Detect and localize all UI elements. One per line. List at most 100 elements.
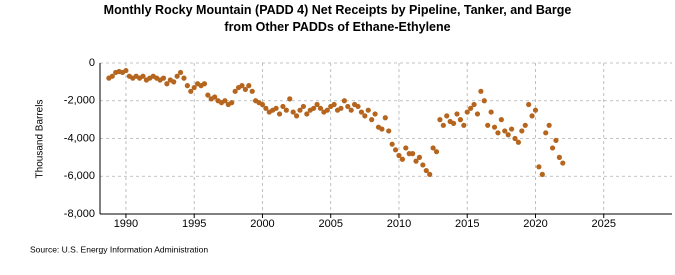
data-point xyxy=(164,81,170,87)
data-point xyxy=(437,117,443,123)
data-point xyxy=(311,105,317,111)
data-point xyxy=(396,152,402,159)
data-point xyxy=(471,101,477,108)
data-point xyxy=(181,75,187,81)
data-point xyxy=(372,111,378,117)
data-point xyxy=(478,88,484,94)
x-tick-label: 2005 xyxy=(318,218,342,230)
y-tick-label: -6,000 xyxy=(64,170,95,182)
data-point xyxy=(522,122,528,128)
data-point xyxy=(413,158,419,164)
data-point xyxy=(468,105,474,111)
data-point xyxy=(324,107,330,113)
y-tick-label: -4,000 xyxy=(64,132,95,144)
data-point xyxy=(546,122,552,128)
data-point xyxy=(177,69,184,76)
data-point xyxy=(191,84,197,91)
data-point xyxy=(444,113,450,119)
data-point xyxy=(495,130,501,136)
data-point xyxy=(205,92,211,98)
data-point xyxy=(365,107,371,113)
data-point xyxy=(553,137,559,143)
data-point xyxy=(420,162,426,168)
data-point xyxy=(515,139,522,145)
data-point xyxy=(549,145,556,151)
data-point xyxy=(160,75,167,81)
data-point xyxy=(287,96,293,102)
data-point xyxy=(532,107,539,113)
data-point xyxy=(461,122,467,128)
data-point xyxy=(423,167,429,174)
data-point xyxy=(242,86,248,93)
data-point xyxy=(290,109,296,115)
data-point xyxy=(386,128,392,134)
data-point xyxy=(543,130,549,136)
data-point xyxy=(239,83,245,89)
x-tick-label: 2020 xyxy=(523,218,547,230)
data-point xyxy=(526,101,532,108)
y-tick-label: -2,000 xyxy=(64,95,95,107)
data-point xyxy=(498,117,504,123)
data-point xyxy=(109,73,115,79)
title-box: Monthly Rocky Mountain (PADD 4) Net Rece… xyxy=(103,3,572,34)
x-tick-label: 1995 xyxy=(182,218,206,230)
data-point xyxy=(382,115,388,121)
data-point xyxy=(345,103,351,110)
data-point xyxy=(457,117,464,123)
data-point xyxy=(358,109,365,115)
data-point xyxy=(246,83,252,89)
data-point xyxy=(300,103,307,110)
data-point xyxy=(317,105,324,111)
data-point xyxy=(184,83,190,89)
y-tick-label: 0 xyxy=(89,57,95,69)
data-point xyxy=(348,107,354,113)
data-point xyxy=(379,126,385,132)
data-point xyxy=(410,151,416,157)
data-point xyxy=(341,98,347,104)
data-point xyxy=(488,109,494,115)
data-point xyxy=(276,111,283,117)
data-point xyxy=(355,103,361,110)
data-point xyxy=(362,113,368,119)
data-point xyxy=(536,164,542,170)
data-point xyxy=(539,171,545,177)
data-point xyxy=(512,135,518,142)
x-tick-label: 2015 xyxy=(455,218,479,230)
data-point xyxy=(188,88,194,94)
source-note: Source: U.S. Energy Information Administ… xyxy=(30,244,208,254)
y-axis-label: Thousand Barrels xyxy=(35,100,46,179)
data-point xyxy=(450,120,457,126)
y-tick-label: -8,000 xyxy=(64,208,95,220)
data-point xyxy=(304,111,310,117)
data-point xyxy=(491,124,498,130)
data-point xyxy=(529,113,535,119)
data-point xyxy=(560,160,566,166)
data-point xyxy=(212,94,218,100)
data-point xyxy=(140,73,146,79)
data-point xyxy=(229,100,235,106)
x-tick-label: 2010 xyxy=(387,218,411,230)
data-point xyxy=(259,101,266,108)
data-point xyxy=(474,111,481,117)
data-point xyxy=(171,79,177,85)
data-point xyxy=(508,126,515,132)
data-point xyxy=(123,67,129,74)
data-point xyxy=(338,105,344,111)
data-point xyxy=(280,103,286,110)
data-point xyxy=(201,81,208,87)
data-point xyxy=(502,128,508,134)
data-point xyxy=(464,109,470,115)
data-point xyxy=(433,149,440,155)
data-point xyxy=(485,122,491,128)
data-point xyxy=(454,111,460,117)
data-point xyxy=(403,145,409,151)
chart-title: Monthly Rocky Mountain (PADD 4) Net Rece… xyxy=(103,3,572,34)
data-point xyxy=(331,101,337,108)
x-tick-label: 1990 xyxy=(114,218,138,230)
data-point xyxy=(430,145,436,151)
data-point xyxy=(392,147,399,153)
data-point xyxy=(399,156,405,162)
data-point xyxy=(293,113,300,119)
data-point xyxy=(249,88,255,94)
